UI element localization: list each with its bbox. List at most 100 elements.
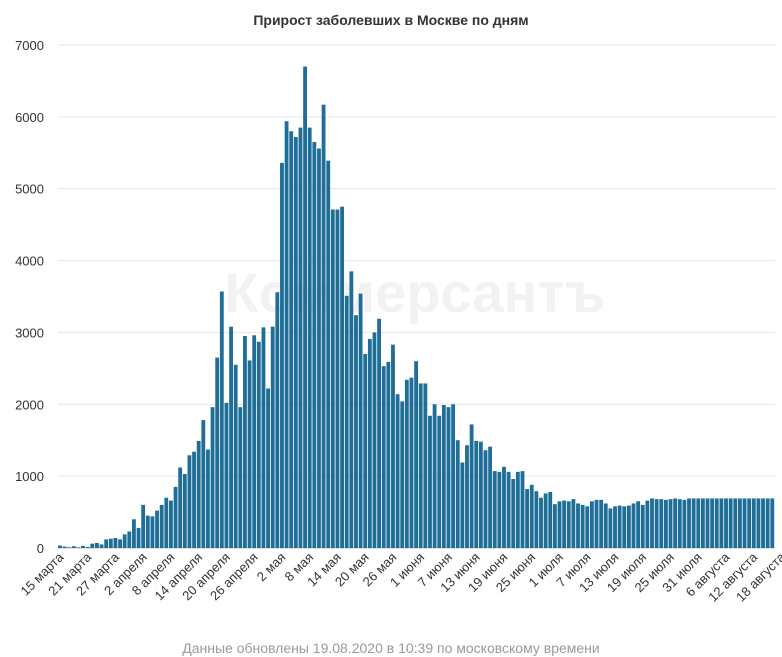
bar bbox=[118, 539, 122, 548]
bar bbox=[275, 292, 280, 548]
bar bbox=[465, 445, 469, 548]
bar bbox=[414, 361, 419, 548]
bar bbox=[404, 379, 409, 548]
bar bbox=[229, 326, 233, 548]
bar bbox=[178, 467, 183, 548]
bar bbox=[654, 499, 659, 548]
bar bbox=[317, 148, 321, 548]
bar bbox=[354, 315, 358, 548]
bar bbox=[159, 504, 164, 548]
bar bbox=[770, 498, 775, 548]
y-tick-label: 0 bbox=[37, 541, 44, 556]
bar bbox=[622, 506, 627, 548]
bar bbox=[571, 499, 576, 548]
bar bbox=[474, 440, 479, 548]
bar bbox=[136, 527, 141, 548]
bar bbox=[737, 498, 742, 548]
bar bbox=[150, 516, 155, 548]
bar bbox=[543, 493, 548, 548]
bar bbox=[576, 503, 580, 548]
chart-title: Прирост заболевших в Москве по дням bbox=[253, 12, 529, 28]
bar bbox=[455, 440, 460, 548]
y-axis: 0 1000 2000 3000 4000 5000 6000 7000 bbox=[15, 38, 44, 556]
bar bbox=[340, 206, 344, 548]
bar bbox=[95, 542, 99, 548]
bar bbox=[705, 498, 710, 548]
bar bbox=[418, 383, 423, 548]
bar bbox=[284, 121, 289, 549]
bar bbox=[122, 534, 127, 548]
bar bbox=[85, 546, 90, 548]
bar bbox=[219, 291, 224, 548]
bar bbox=[367, 338, 372, 548]
bar bbox=[497, 471, 502, 548]
bar bbox=[58, 545, 62, 548]
bar bbox=[483, 450, 488, 548]
update-note: Данные обновлены 19.08.2020 в 10:39 по м… bbox=[182, 640, 600, 656]
bar bbox=[303, 66, 307, 548]
bar bbox=[400, 401, 405, 548]
bar bbox=[719, 498, 724, 548]
bar bbox=[502, 466, 506, 548]
bar bbox=[529, 484, 534, 548]
bar bbox=[423, 383, 428, 548]
bar bbox=[636, 501, 641, 548]
bar bbox=[358, 293, 363, 548]
bar bbox=[599, 499, 604, 548]
bar bbox=[99, 544, 104, 548]
bar bbox=[682, 499, 687, 548]
bar bbox=[145, 515, 150, 548]
bar bbox=[372, 332, 377, 548]
bar bbox=[326, 160, 331, 548]
bar bbox=[460, 462, 465, 548]
bar bbox=[659, 499, 664, 548]
bar bbox=[252, 335, 257, 548]
bar bbox=[164, 497, 169, 548]
bar bbox=[395, 394, 400, 548]
bar bbox=[585, 506, 590, 548]
bar bbox=[765, 498, 770, 548]
bar bbox=[344, 295, 349, 548]
bar bbox=[155, 510, 159, 548]
bar bbox=[132, 519, 136, 548]
bar bbox=[696, 498, 701, 548]
bar bbox=[432, 404, 437, 548]
bar bbox=[742, 498, 747, 548]
y-tick-label: 7000 bbox=[15, 38, 44, 53]
bar bbox=[108, 538, 113, 548]
bar bbox=[761, 498, 765, 548]
bar bbox=[700, 498, 705, 548]
bar bbox=[67, 547, 72, 548]
bar bbox=[335, 209, 340, 549]
bar bbox=[478, 441, 483, 548]
bar bbox=[506, 471, 511, 548]
bar bbox=[650, 498, 654, 548]
bar bbox=[76, 547, 81, 548]
bar bbox=[515, 471, 520, 548]
y-tick-label: 3000 bbox=[15, 325, 44, 340]
bar bbox=[330, 209, 335, 549]
bar bbox=[293, 136, 298, 549]
bar bbox=[238, 407, 243, 548]
bar bbox=[243, 336, 247, 548]
bar bbox=[215, 357, 220, 548]
bar bbox=[677, 499, 682, 548]
bar bbox=[525, 489, 530, 548]
bar bbox=[210, 407, 215, 548]
bar bbox=[321, 104, 326, 548]
bar bbox=[187, 455, 192, 548]
bar-series bbox=[58, 66, 775, 549]
bar bbox=[756, 498, 761, 548]
bar bbox=[520, 471, 525, 548]
bar bbox=[182, 473, 187, 548]
bar bbox=[687, 498, 691, 548]
bar bbox=[488, 446, 493, 548]
bar bbox=[71, 546, 76, 548]
bar bbox=[256, 341, 261, 548]
bar bbox=[441, 405, 446, 548]
bar bbox=[377, 318, 382, 548]
bar bbox=[673, 498, 678, 548]
y-tick-label: 1000 bbox=[15, 469, 44, 484]
bar bbox=[617, 505, 622, 548]
